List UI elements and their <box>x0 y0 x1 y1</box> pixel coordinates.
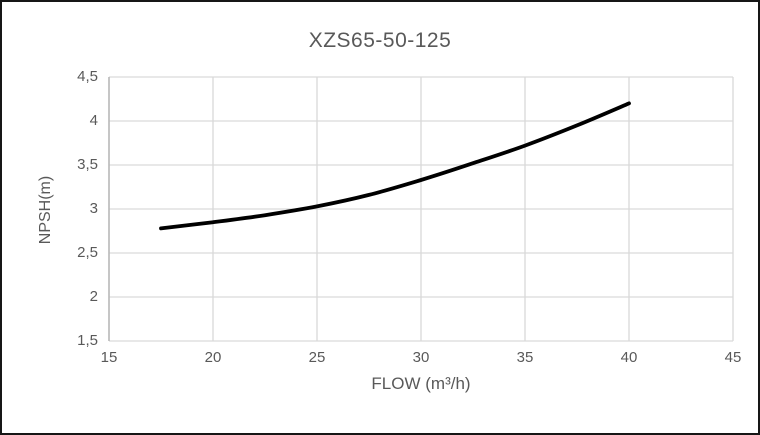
x-tick-label: 40 <box>620 349 638 366</box>
y-tick-label: 2 <box>89 288 98 305</box>
npsh-curve <box>159 101 631 231</box>
y-tick-label: 2,5 <box>77 244 98 261</box>
x-tick-label: 35 <box>516 349 534 366</box>
y-tick-label: 1,5 <box>77 332 98 349</box>
x-tick-label: 25 <box>308 349 326 366</box>
x-tick-label: 30 <box>412 349 430 366</box>
y-tick-label: 4 <box>89 112 98 129</box>
y-tick-label: 3,5 <box>77 156 98 173</box>
y-tick-label: 4,5 <box>77 68 98 85</box>
x-axis-title: FLOW (m³/h) <box>371 374 471 393</box>
chart-title: XZS65-50-125 <box>308 29 452 52</box>
y-tick-label: 3 <box>89 200 98 217</box>
x-tick-label: 45 <box>724 349 742 366</box>
x-tick-label: 15 <box>100 349 118 366</box>
x-tick-label: 20 <box>204 349 222 366</box>
